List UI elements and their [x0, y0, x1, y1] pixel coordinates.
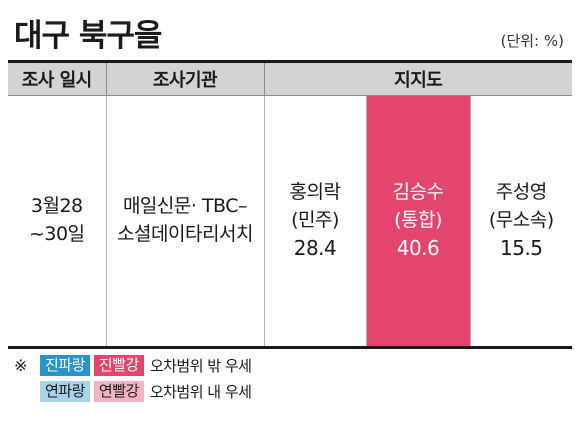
- survey-org-line2: 소셜데이타리서치: [117, 223, 253, 245]
- legend-chip-dark-blue: 진파랑: [40, 354, 90, 376]
- header-row: 조사 일시 조사기관 지지도: [8, 63, 573, 96]
- candidate-name-0: 홍의락: [289, 180, 341, 203]
- header-date: 조사 일시: [8, 63, 106, 96]
- survey-org-cell: 매일신문· TBC– 소셜데이타리서치: [105, 95, 264, 349]
- legend-row-outside-margin: ※ 진파랑 진빨강 오차범위 밖 우세: [14, 352, 252, 378]
- legend-chip-light-blue: 연파랑: [40, 380, 90, 402]
- survey-org-line1: 매일신문· TBC–: [122, 195, 248, 218]
- candidate-cell-1: 김승수 (통합) 40.6: [365, 95, 470, 349]
- unit-label: (단위: %): [500, 32, 564, 50]
- candidate-cell-2: 주성영 (무소속) 15.5: [469, 95, 573, 349]
- survey-date-line2: ~30일: [28, 223, 85, 245]
- data-row: 3월28 ~30일 매일신문· TBC– 소셜데이타리서치 홍의락 (민주) 2…: [8, 95, 573, 349]
- candidate-party-2: (무소속): [488, 208, 554, 231]
- candidate-party-1: (통합): [394, 208, 442, 231]
- header-org: 조사기관: [105, 63, 264, 96]
- candidate-name-2: 주성영: [495, 180, 547, 203]
- legend-chip-dark-red: 진빨강: [93, 354, 144, 376]
- candidate-cell-0: 홍의락 (민주) 28.4: [263, 95, 366, 349]
- survey-date-cell: 3월28 ~30일: [8, 95, 106, 349]
- reference-mark: ※: [14, 355, 27, 375]
- candidate-value-0: 28.4: [293, 236, 337, 261]
- candidate-value-2: 15.5: [500, 236, 543, 261]
- header-support: 지지도: [263, 63, 573, 96]
- legend-row-within-margin: 연파랑 연빨강 오차범위 내 우세: [14, 378, 252, 404]
- legend-text-outside-margin: 오차범위 밖 우세: [149, 356, 252, 375]
- chart-title: 대구 북구을: [14, 18, 162, 54]
- survey-date-line1: 3월28: [30, 195, 83, 218]
- legend-text-within-margin: 오차범위 내 우세: [149, 382, 252, 401]
- candidate-name-1: 김승수: [392, 180, 444, 203]
- candidate-party-0: (민주): [291, 208, 339, 231]
- legend-chip-light-red: 연빨강: [93, 380, 144, 402]
- candidate-value-1: 40.6: [396, 236, 440, 261]
- legend: ※ 진파랑 진빨강 오차범위 밖 우세 연파랑 연빨강 오차범위 내 우세: [14, 352, 252, 404]
- poll-table: 조사 일시 조사기관 지지도 3월28 ~30일 매일신문· TBC– 소셜데이…: [8, 63, 573, 349]
- top-rule: [8, 60, 572, 63]
